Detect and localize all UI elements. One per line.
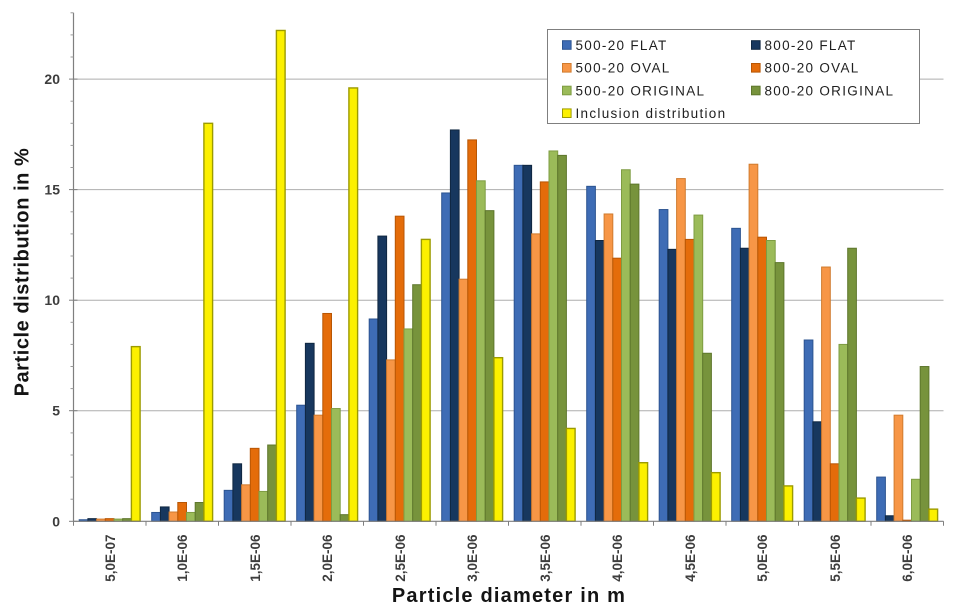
- svg-text:15: 15: [44, 182, 60, 198]
- svg-text:10: 10: [44, 292, 60, 308]
- svg-text:4,5E-06: 4,5E-06: [683, 534, 698, 582]
- svg-text:1,5E-06: 1,5E-06: [248, 534, 263, 582]
- svg-text:Particle diameter in m: Particle diameter in m: [392, 585, 626, 607]
- svg-text:500-20 ORIGINAL: 500-20 ORIGINAL: [576, 83, 706, 98]
- svg-text:Particle distribution in %: Particle distribution in %: [12, 148, 34, 397]
- svg-text:1,0E-06: 1,0E-06: [175, 534, 190, 582]
- svg-text:0: 0: [52, 513, 60, 529]
- svg-text:Inclusion distribution: Inclusion distribution: [576, 106, 727, 121]
- svg-text:3,0E-06: 3,0E-06: [465, 534, 480, 582]
- svg-text:6,0E-06: 6,0E-06: [900, 534, 915, 582]
- svg-text:800-20 ORIGINAL: 800-20 ORIGINAL: [765, 83, 895, 98]
- svg-text:20: 20: [44, 71, 60, 87]
- svg-text:800-20 OVAL: 800-20 OVAL: [765, 61, 860, 76]
- svg-text:500-20 OVAL: 500-20 OVAL: [576, 61, 671, 76]
- svg-text:4,0E-06: 4,0E-06: [610, 534, 625, 582]
- svg-text:5,0E-07: 5,0E-07: [103, 535, 118, 582]
- svg-text:3,5E-06: 3,5E-06: [538, 534, 553, 582]
- svg-text:2,5E-06: 2,5E-06: [393, 534, 408, 582]
- svg-text:5,5E-06: 5,5E-06: [828, 534, 843, 582]
- svg-text:2,0E-06: 2,0E-06: [320, 534, 335, 582]
- svg-text:5: 5: [52, 403, 60, 419]
- svg-text:500-20 FLAT: 500-20 FLAT: [576, 38, 668, 53]
- svg-text:5,0E-06: 5,0E-06: [755, 534, 770, 582]
- svg-text:800-20 FLAT: 800-20 FLAT: [765, 38, 857, 53]
